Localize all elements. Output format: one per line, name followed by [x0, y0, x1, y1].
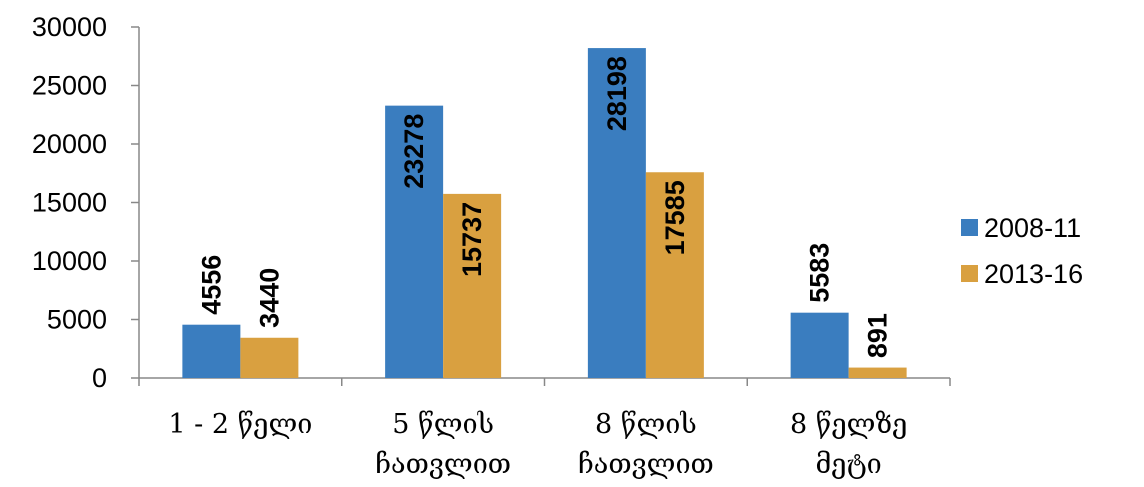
x-category-label: ჩათვლით — [375, 449, 511, 480]
bar-2013-16 — [848, 367, 907, 378]
y-tick-label: 25000 — [32, 71, 107, 101]
x-category-label: 1 - 2 წელი — [168, 409, 312, 440]
x-category-label: 8 წლის — [595, 409, 697, 440]
y-axis: 0 5000 10000 15000 20000 25000 30000 — [32, 12, 140, 393]
y-tick-label: 30000 — [32, 12, 107, 42]
bar-2013-16 — [645, 172, 704, 378]
data-label: 23278 — [399, 114, 429, 189]
bar-2008-11 — [790, 312, 849, 378]
legend: 2008-11 2013-16 — [961, 213, 1083, 289]
bars — [182, 48, 907, 378]
data-label: 28198 — [602, 56, 632, 131]
bar-2013-16 — [240, 337, 299, 378]
legend-swatch — [961, 265, 978, 282]
data-label: 3440 — [254, 268, 284, 328]
bar-2013-16 — [443, 193, 502, 378]
y-tick-label: 20000 — [32, 129, 107, 159]
data-label: 17585 — [660, 180, 690, 255]
y-tick-label: 10000 — [32, 246, 107, 276]
x-category-label: ჩათვლით — [578, 449, 714, 480]
data-labels: 4556 23278 28198 5583 3440 15737 17585 891 — [196, 56, 892, 358]
data-label: 4556 — [196, 255, 226, 315]
y-tick-label: 5000 — [47, 305, 107, 335]
legend-label: 2013-16 — [984, 259, 1083, 289]
bar-2008-11 — [385, 105, 444, 378]
legend-swatch — [961, 219, 978, 236]
y-tick-label: 0 — [92, 363, 107, 393]
legend-label: 2008-11 — [984, 213, 1081, 243]
data-label: 15737 — [457, 202, 487, 277]
y-tick-label: 15000 — [32, 188, 107, 218]
data-label: 5583 — [805, 243, 835, 303]
x-axis: 1 - 2 წელი 5 წლის ჩათვლით 8 წლის ჩათვლით 8 წე… — [138, 377, 951, 480]
data-label: 891 — [863, 313, 893, 358]
x-category-label: მეტი — [815, 449, 881, 480]
x-category-label: 8 წელზე — [790, 409, 907, 440]
bar-2008-11 — [182, 324, 241, 378]
x-category-label: 5 წლის — [392, 409, 494, 440]
bar-2008-11 — [587, 48, 646, 378]
